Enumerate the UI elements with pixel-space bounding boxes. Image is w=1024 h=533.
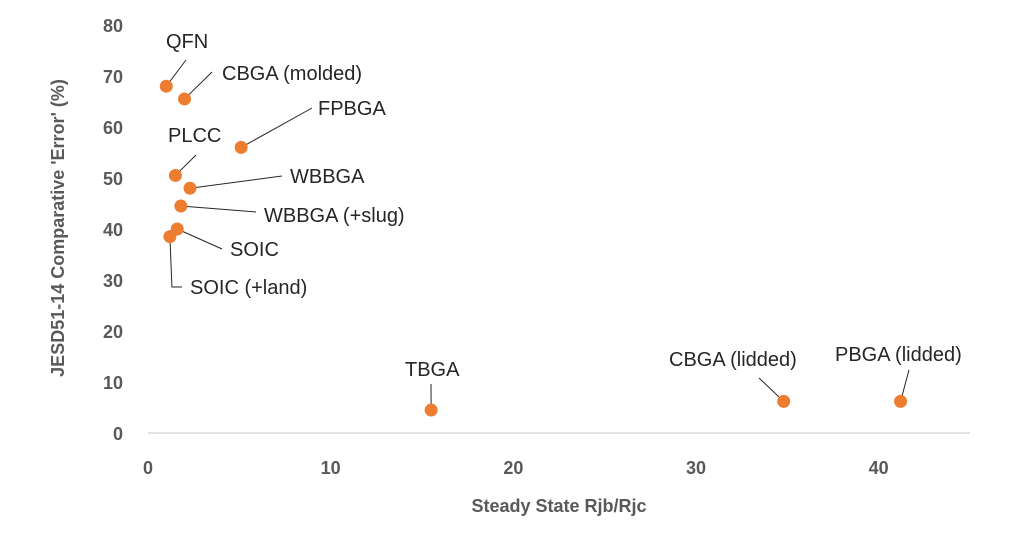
point-label: WBBGA [290, 166, 365, 188]
point-label: PLCC [168, 125, 221, 147]
y-tick-label: 30 [103, 271, 123, 291]
y-tick-label: 0 [113, 424, 123, 444]
point-label: QFN [166, 31, 208, 53]
label-leader-lines [166, 60, 909, 410]
x-tick-label: 30 [686, 458, 706, 478]
point-label: TBGA [405, 359, 460, 381]
leader-line [241, 108, 312, 147]
point-label: SOIC [230, 239, 279, 261]
leader-line [181, 206, 256, 212]
point-label: SOIC (+land) [190, 277, 307, 299]
point-label: CBGA (lidded) [669, 349, 797, 371]
data-point [178, 92, 191, 105]
y-tick-label: 80 [103, 16, 123, 36]
x-tick-label: 20 [503, 458, 523, 478]
y-tick-label: 60 [103, 118, 123, 138]
y-axis-title: JESD51-14 Comparative 'Error' (%) [48, 79, 68, 377]
x-tick-label: 10 [321, 458, 341, 478]
data-point [169, 169, 182, 182]
x-tick-label: 40 [869, 458, 889, 478]
y-tick-label: 10 [103, 373, 123, 393]
y-tick-label: 40 [103, 220, 123, 240]
data-point [160, 80, 173, 93]
point-label: WBBGA (+slug) [264, 205, 405, 227]
y-tick-label: 70 [103, 67, 123, 87]
leader-line [177, 229, 222, 249]
data-point [174, 200, 187, 213]
point-label: FPBGA [318, 98, 386, 120]
x-axis-ticks: 0 10 20 30 40 [143, 458, 889, 478]
data-point [235, 141, 248, 154]
point-labels: QFN CBGA (molded) FPBGA PLCC WBBGA WBBGA (+sl… [166, 31, 962, 381]
y-axis-ticks: 0 10 20 30 40 50 60 70 80 [103, 16, 123, 444]
point-label: PBGA (lidded) [835, 344, 962, 366]
leader-line [190, 176, 282, 188]
y-tick-label: 20 [103, 322, 123, 342]
point-label: CBGA (molded) [222, 63, 362, 85]
data-point [894, 395, 907, 408]
leader-line [170, 237, 182, 287]
x-tick-label: 0 [143, 458, 153, 478]
data-point [425, 404, 438, 417]
y-tick-label: 50 [103, 169, 123, 189]
data-point [777, 395, 790, 408]
x-axis-title: Steady State Rjb/Rjc [471, 496, 646, 516]
data-point [163, 230, 176, 243]
data-point [184, 182, 197, 195]
